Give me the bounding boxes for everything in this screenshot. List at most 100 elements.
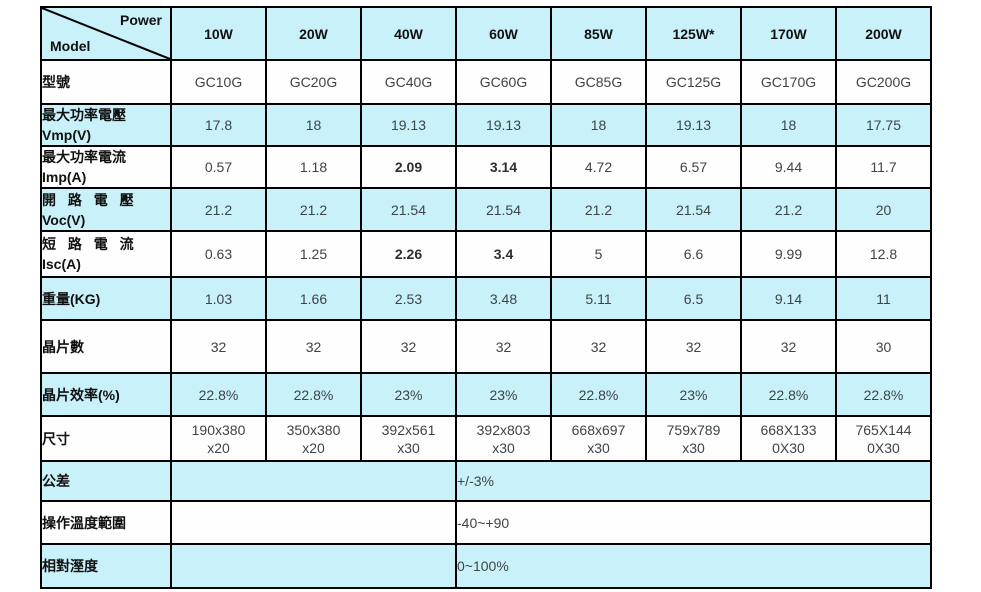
cell-model-number-40w: GC40G bbox=[360, 59, 457, 105]
cell-dimensions-40w: 392x561 x30 bbox=[360, 415, 457, 462]
cell-model-number-125w: GC125G bbox=[645, 59, 742, 105]
cell-imp-10w: 0.57 bbox=[170, 145, 267, 189]
cell-imp-20w: 1.18 bbox=[265, 145, 362, 189]
cell-weight-170w: 9.14 bbox=[740, 276, 837, 321]
row-cell-efficiency: 晶片效率(%) 22.8% 22.8% 23% 23% 22.8% 23% 22.8% 22.8… bbox=[40, 372, 932, 417]
cell-cell-count-125w: 32 bbox=[645, 319, 742, 374]
row-vmp: 最大功率電壓 Vmp(V) 17.8 18 19.13 19.13 18 19.13 18 17.… bbox=[40, 103, 932, 147]
cell-cell-efficiency-40w: 23% bbox=[360, 372, 457, 417]
cell-voc-10w: 21.2 bbox=[170, 187, 267, 232]
cell-imp-40w: 2.09 bbox=[360, 145, 457, 189]
row-label-isc: 短 路 電 流 Isc(A) bbox=[40, 230, 172, 278]
row-humidity: 相對溼度 0~100% bbox=[40, 543, 932, 589]
col-header-40w: 40W bbox=[360, 6, 457, 61]
col-header-60w: 60W bbox=[455, 6, 552, 61]
cell-dimensions-200w: 765X144 0X30 bbox=[835, 415, 932, 462]
cell-model-number-85w: GC85G bbox=[550, 59, 647, 105]
corner-model-label: Model bbox=[50, 38, 91, 54]
cell-voc-125w: 21.54 bbox=[645, 187, 742, 232]
cell-imp-200w: 11.7 bbox=[835, 145, 932, 189]
cell-voc-85w: 21.2 bbox=[550, 187, 647, 232]
cell-imp-170w: 9.44 bbox=[740, 145, 837, 189]
merged-spacer-tolerance bbox=[170, 460, 457, 502]
cell-cell-efficiency-10w: 22.8% bbox=[170, 372, 267, 417]
cell-isc-20w: 1.25 bbox=[265, 230, 362, 278]
row-label-cell-count: 晶片數 bbox=[40, 319, 172, 374]
cell-weight-125w: 6.5 bbox=[645, 276, 742, 321]
row-isc: 短 路 電 流 Isc(A) 0.63 1.25 2.26 3.4 5 6.6 9.99 12.8 bbox=[40, 230, 932, 278]
row-label-dimensions: 尺寸 bbox=[40, 415, 172, 462]
cell-cell-efficiency-20w: 22.8% bbox=[265, 372, 362, 417]
cell-cell-count-85w: 32 bbox=[550, 319, 647, 374]
cell-vmp-10w: 17.8 bbox=[170, 103, 267, 147]
cell-voc-60w: 21.54 bbox=[455, 187, 552, 232]
row-imp: 最大功率電流 Imp(A) 0.57 1.18 2.09 3.14 4.72 6.57 9.44… bbox=[40, 145, 932, 189]
cell-model-number-20w: GC20G bbox=[265, 59, 362, 105]
cell-imp-125w: 6.57 bbox=[645, 145, 742, 189]
cell-cell-efficiency-125w: 23% bbox=[645, 372, 742, 417]
cell-cell-count-200w: 30 bbox=[835, 319, 932, 374]
cell-dimensions-60w: 392x803 x30 bbox=[455, 415, 552, 462]
cell-isc-85w: 5 bbox=[550, 230, 647, 278]
cell-model-number-60w: GC60G bbox=[455, 59, 552, 105]
row-label-weight: 重量(KG) bbox=[40, 276, 172, 321]
cell-imp-60w: 3.14 bbox=[455, 145, 552, 189]
row-label-model-number: 型號 bbox=[40, 59, 172, 105]
row-label-cell-efficiency: 晶片效率(%) bbox=[40, 372, 172, 417]
cell-cell-efficiency-200w: 22.8% bbox=[835, 372, 932, 417]
merged-value-tolerance: +/-3% bbox=[455, 460, 932, 502]
cell-imp-85w: 4.72 bbox=[550, 145, 647, 189]
cell-weight-20w: 1.66 bbox=[265, 276, 362, 321]
cell-weight-10w: 1.03 bbox=[170, 276, 267, 321]
cell-cell-efficiency-60w: 23% bbox=[455, 372, 552, 417]
cell-weight-200w: 11 bbox=[835, 276, 932, 321]
cell-voc-170w: 21.2 bbox=[740, 187, 837, 232]
cell-dimensions-20w: 350x380 x20 bbox=[265, 415, 362, 462]
cell-vmp-20w: 18 bbox=[265, 103, 362, 147]
col-header-170w: 170W bbox=[740, 6, 837, 61]
cell-isc-125w: 6.6 bbox=[645, 230, 742, 278]
cell-cell-count-40w: 32 bbox=[360, 319, 457, 374]
cell-isc-40w: 2.26 bbox=[360, 230, 457, 278]
cell-cell-count-10w: 32 bbox=[170, 319, 267, 374]
cell-vmp-85w: 18 bbox=[550, 103, 647, 147]
cell-cell-efficiency-170w: 22.8% bbox=[740, 372, 837, 417]
cell-dimensions-170w: 668X133 0X30 bbox=[740, 415, 837, 462]
cell-cell-efficiency-85w: 22.8% bbox=[550, 372, 647, 417]
col-header-85w: 85W bbox=[550, 6, 647, 61]
diagonal-divider bbox=[42, 8, 170, 59]
cell-dimensions-85w: 668x697 x30 bbox=[550, 415, 647, 462]
row-label-vmp: 最大功率電壓 Vmp(V) bbox=[40, 103, 172, 147]
merged-spacer-operating-temp bbox=[170, 500, 457, 545]
cell-model-number-200w: GC200G bbox=[835, 59, 932, 105]
cell-cell-count-20w: 32 bbox=[265, 319, 362, 374]
cell-dimensions-10w: 190x380 x20 bbox=[170, 415, 267, 462]
cell-isc-10w: 0.63 bbox=[170, 230, 267, 278]
header-row: Power Model 10W 20W 40W 60W 85W 125W* 17… bbox=[40, 6, 932, 61]
cell-vmp-200w: 17.75 bbox=[835, 103, 932, 147]
spec-table: Power Model 10W 20W 40W 60W 85W 125W* 17… bbox=[40, 6, 932, 589]
cell-voc-40w: 21.54 bbox=[360, 187, 457, 232]
cell-cell-count-60w: 32 bbox=[455, 319, 552, 374]
row-label-tolerance: 公差 bbox=[40, 460, 172, 502]
col-header-10w: 10W bbox=[170, 6, 267, 61]
col-header-125w: 125W* bbox=[645, 6, 742, 61]
cell-weight-40w: 2.53 bbox=[360, 276, 457, 321]
cell-weight-85w: 5.11 bbox=[550, 276, 647, 321]
cell-voc-200w: 20 bbox=[835, 187, 932, 232]
cell-vmp-60w: 19.13 bbox=[455, 103, 552, 147]
row-cell-count: 晶片數 32 32 32 32 32 32 32 30 bbox=[40, 319, 932, 374]
merged-value-operating-temp: -40~+90 bbox=[455, 500, 932, 545]
row-label-voc: 開 路 電 壓 Voc(V) bbox=[40, 187, 172, 232]
row-label-operating-temp: 操作溫度範圍 bbox=[40, 500, 172, 545]
cell-cell-count-170w: 32 bbox=[740, 319, 837, 374]
row-voc: 開 路 電 壓 Voc(V) 21.2 21.2 21.54 21.54 21.2 21.54… bbox=[40, 187, 932, 232]
col-header-200w: 200W bbox=[835, 6, 932, 61]
col-header-20w: 20W bbox=[265, 6, 362, 61]
cell-isc-170w: 9.99 bbox=[740, 230, 837, 278]
cell-vmp-125w: 19.13 bbox=[645, 103, 742, 147]
row-label-imp: 最大功率電流 Imp(A) bbox=[40, 145, 172, 189]
merged-value-humidity: 0~100% bbox=[455, 543, 932, 589]
cell-vmp-40w: 19.13 bbox=[360, 103, 457, 147]
